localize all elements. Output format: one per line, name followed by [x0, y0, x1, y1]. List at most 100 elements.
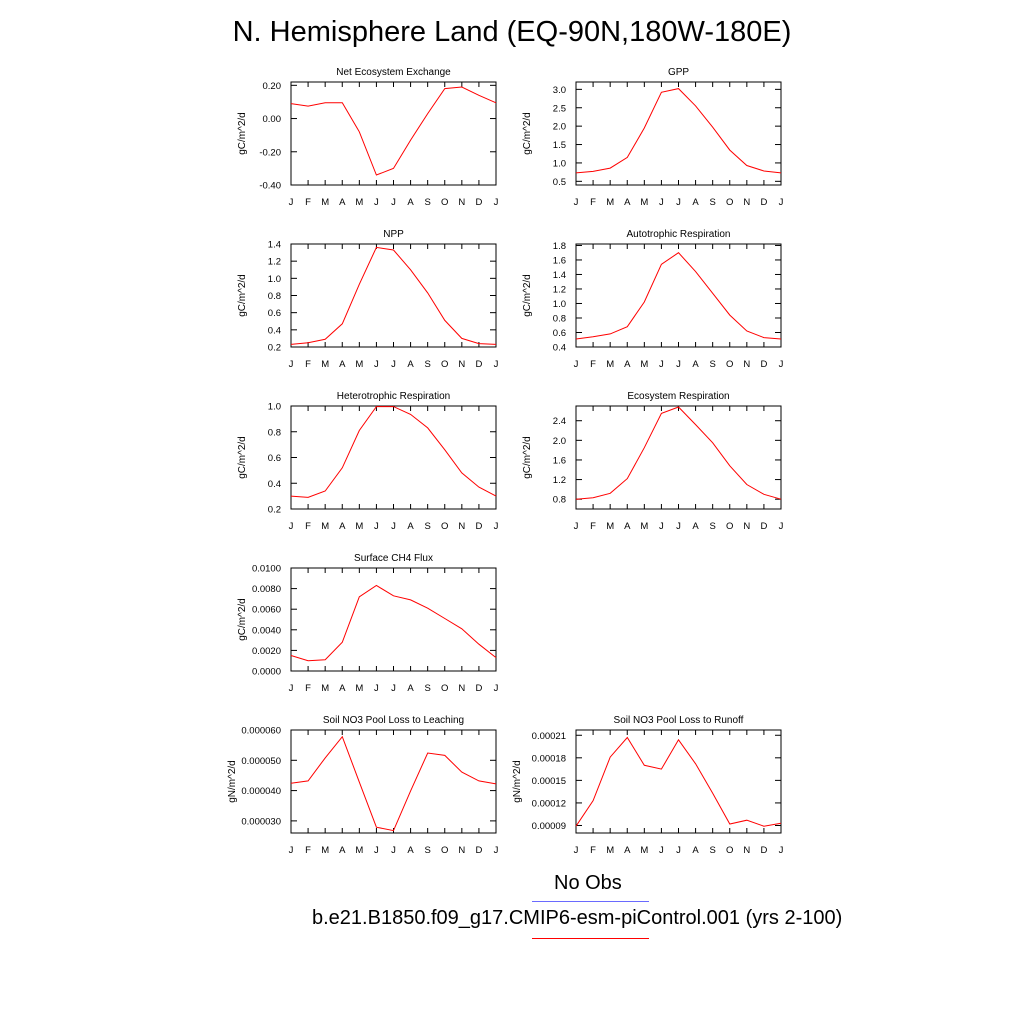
x-tick-label: D [475, 683, 482, 694]
x-tick-label: J [289, 521, 294, 532]
x-tick-label: J [494, 359, 499, 370]
x-tick-label: J [391, 683, 396, 694]
y-tick-label: 1.2 [268, 257, 281, 268]
y-tick-label: 0.6 [268, 308, 281, 319]
x-tick-label: M [606, 197, 614, 208]
x-tick-label: M [321, 359, 329, 370]
x-tick-label: D [475, 521, 482, 532]
x-tick-label: J [391, 197, 396, 208]
panel-title: Surface CH4 Flux [354, 553, 433, 564]
x-tick-label: N [743, 845, 750, 856]
y-tick-label: 0.0000 [252, 667, 281, 678]
panel-title: Autotrophic Respiration [627, 229, 731, 240]
x-tick-label: F [590, 197, 596, 208]
x-tick-label: F [305, 845, 311, 856]
x-tick-label: A [692, 521, 699, 532]
x-tick-label: J [374, 197, 379, 208]
x-tick-label: D [475, 197, 482, 208]
x-tick-label: S [424, 683, 430, 694]
panel-title: Soil NO3 Pool Loss to Leaching [323, 715, 464, 726]
x-tick-label: A [624, 197, 631, 208]
y-tick-label: -0.20 [259, 147, 281, 158]
y-tick-label: 0.00012 [532, 798, 566, 809]
x-tick-label: J [659, 359, 664, 370]
y-tick-label: 0.20 [263, 81, 282, 92]
x-tick-label: S [424, 359, 430, 370]
y-tick-label: 0.6 [553, 328, 566, 339]
y-axis-label: gC/m^2/d [237, 112, 248, 155]
x-tick-label: A [692, 197, 699, 208]
series-line [575, 736, 782, 827]
x-tick-label: J [676, 845, 681, 856]
x-tick-label: S [709, 845, 715, 856]
x-tick-label: A [692, 359, 699, 370]
x-tick-label: N [458, 845, 465, 856]
x-tick-label: D [760, 359, 767, 370]
x-tick-label: A [624, 521, 631, 532]
x-tick-label: N [458, 359, 465, 370]
x-tick-label: M [321, 197, 329, 208]
x-tick-label: S [709, 521, 715, 532]
y-tick-label: 0.0020 [252, 646, 281, 657]
x-tick-label: A [407, 521, 414, 532]
y-tick-label: 1.0 [268, 402, 281, 413]
series-line [290, 584, 497, 662]
x-tick-label: M [355, 359, 363, 370]
x-tick-label: J [494, 845, 499, 856]
x-tick-label: A [339, 521, 346, 532]
y-tick-label: 0.000060 [241, 726, 281, 737]
panel-title: Soil NO3 Pool Loss to Runoff [614, 715, 744, 726]
y-axis-label: gC/m^2/d [237, 274, 248, 317]
panel-title: Net Ecosystem Exchange [336, 67, 451, 78]
x-tick-label: J [676, 197, 681, 208]
x-tick-label: J [289, 197, 294, 208]
panel-title: Heterotrophic Respiration [337, 391, 450, 402]
legend-obs-line [532, 901, 649, 902]
y-tick-label: 2.4 [553, 416, 566, 427]
y-tick-label: 0.6 [268, 453, 281, 464]
x-tick-label: A [339, 359, 346, 370]
x-tick-label: F [590, 521, 596, 532]
x-tick-label: J [676, 521, 681, 532]
x-tick-label: J [374, 683, 379, 694]
x-tick-label: J [494, 197, 499, 208]
y-tick-label: 0.8 [268, 291, 281, 302]
y-tick-label: 0.4 [268, 325, 281, 336]
x-tick-label: D [475, 359, 482, 370]
y-tick-label: 1.4 [268, 240, 281, 251]
series-line [575, 252, 782, 340]
y-tick-label: -0.40 [259, 181, 281, 192]
x-tick-label: J [574, 521, 579, 532]
y-tick-label: 3.0 [553, 85, 566, 96]
x-tick-label: F [305, 197, 311, 208]
y-tick-label: 1.2 [553, 284, 566, 295]
x-tick-label: J [391, 845, 396, 856]
y-tick-label: 0.4 [553, 343, 566, 354]
x-tick-label: J [494, 683, 499, 694]
y-tick-label: 1.8 [553, 241, 566, 252]
y-axis-label: gC/m^2/d [522, 436, 533, 479]
x-tick-label: J [779, 845, 784, 856]
x-tick-label: D [475, 845, 482, 856]
y-tick-label: 1.5 [553, 140, 566, 151]
series-line [575, 406, 782, 500]
y-tick-label: 0.8 [553, 495, 566, 506]
x-tick-label: J [374, 359, 379, 370]
x-tick-label: F [305, 521, 311, 532]
y-tick-label: 2.5 [553, 103, 566, 114]
x-tick-label: D [760, 845, 767, 856]
x-tick-label: J [659, 845, 664, 856]
x-tick-label: M [321, 683, 329, 694]
y-tick-label: 1.6 [553, 455, 566, 466]
y-tick-label: 0.0080 [252, 584, 281, 595]
y-tick-label: 1.2 [553, 475, 566, 486]
x-tick-label: M [355, 683, 363, 694]
y-tick-label: 0.00 [263, 114, 282, 125]
x-tick-label: A [339, 683, 346, 694]
y-tick-label: 0.2 [268, 505, 281, 516]
x-tick-label: F [590, 845, 596, 856]
x-tick-label: J [494, 521, 499, 532]
